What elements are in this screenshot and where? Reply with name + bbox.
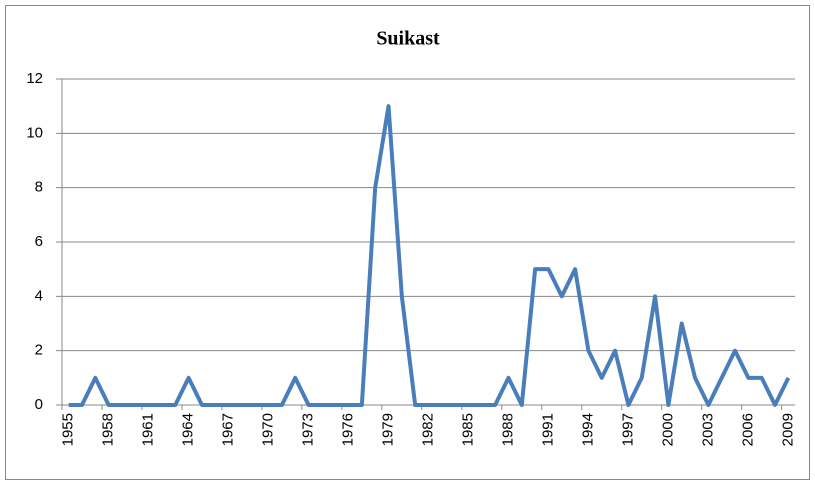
x-tick-label: 1955: [60, 413, 77, 446]
x-tick-label: 2003: [699, 413, 716, 446]
data-line: [68, 104, 791, 407]
y-tick-label: 8: [35, 179, 43, 196]
x-tick-label: 1964: [180, 413, 197, 446]
y-tick-label: 0: [35, 396, 43, 413]
x-tick-label: 1991: [539, 413, 556, 446]
y-tick-label: 6: [35, 233, 43, 250]
x-tick-label: 1973: [300, 413, 317, 446]
x-tick-label: 1985: [459, 413, 476, 446]
x-tick-label: 1976: [340, 413, 357, 446]
x-tick-label: 1961: [140, 413, 157, 446]
x-tick-label: 1979: [379, 413, 396, 446]
x-tick-label: 1982: [419, 413, 436, 446]
x-tick-label: 1967: [220, 413, 237, 446]
x-tick-label: 1997: [619, 413, 636, 446]
x-tick-label: 2006: [739, 413, 756, 446]
x-tick-label: 2009: [779, 413, 796, 446]
x-tick-label: 1994: [579, 413, 596, 446]
y-tick-label: 4: [35, 287, 43, 304]
x-tick-label: 1958: [100, 413, 117, 446]
x-tick-label: 1970: [260, 413, 277, 446]
chart-title: Suikast: [376, 28, 440, 50]
y-tick-label: 12: [26, 70, 43, 87]
x-tick-label: 1988: [499, 413, 516, 446]
y-tick-label: 2: [35, 342, 43, 359]
x-tick-label: 2000: [659, 413, 676, 446]
y-tick-label: 10: [26, 124, 43, 141]
